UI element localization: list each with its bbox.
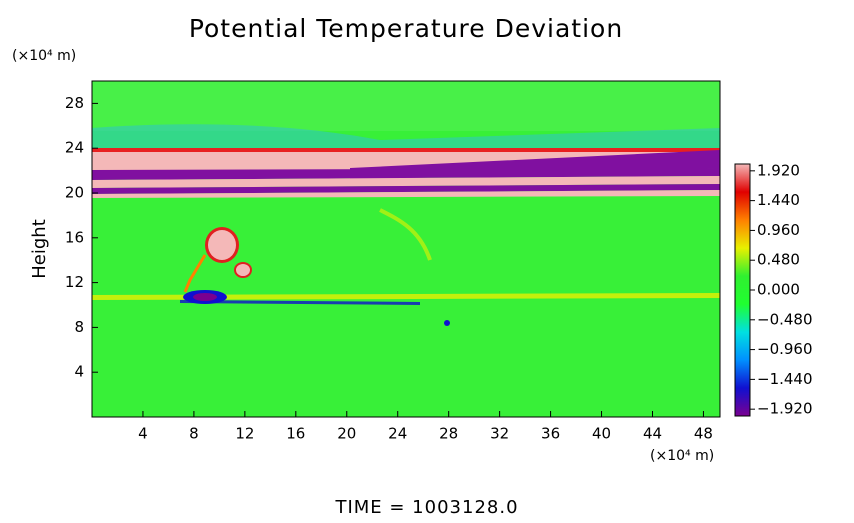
- y-tick-label: 8: [74, 318, 84, 336]
- y-tick-label: 12: [65, 273, 84, 291]
- colorbar-tick-label: −1.920: [757, 400, 813, 418]
- colorbar-tick-label: 0.000: [757, 281, 800, 299]
- x-tick-label: 28: [439, 425, 458, 443]
- x-tick-label: 44: [643, 425, 662, 443]
- colorbar-tick-label: −0.480: [757, 310, 813, 328]
- x-tick-label: 32: [490, 425, 509, 443]
- y-tick-label: 4: [74, 363, 84, 381]
- y-tick-label: 24: [65, 139, 84, 157]
- colorbar-tick-label: 0.480: [757, 251, 800, 269]
- x-tick-label: 20: [337, 425, 356, 443]
- field: [92, 81, 720, 417]
- x-unit: (×10⁴ m): [650, 448, 714, 464]
- colorbar-tick-label: −0.960: [757, 340, 813, 358]
- colorbar-tick-label: 1.920: [757, 161, 800, 179]
- y-tick-label: 28: [65, 94, 84, 112]
- plot-frame: [91, 80, 721, 418]
- colorbar-tick-label: 0.960: [757, 221, 800, 239]
- x-tick-label: 40: [592, 425, 611, 443]
- chart-title: Potential Temperature Deviation: [189, 14, 623, 43]
- x-tick-label: 12: [235, 425, 254, 443]
- y-unit: (×10⁴ m): [12, 48, 76, 64]
- x-tick-label: 36: [541, 425, 560, 443]
- x-tick-label: 16: [286, 425, 305, 443]
- colorbar-tick-label: 1.440: [757, 191, 800, 209]
- colorbar-tick-label: −1.440: [757, 370, 813, 388]
- colorbar: [734, 163, 751, 417]
- y-label: Height: [29, 219, 50, 279]
- footer: TIME = 1003128.0: [334, 497, 518, 518]
- x-tick-label: 4: [138, 425, 148, 443]
- x-tick-label: 24: [388, 425, 407, 443]
- y-tick-label: 20: [65, 184, 84, 202]
- x-tick-label: 8: [189, 425, 199, 443]
- x-tick-label: 48: [694, 425, 713, 443]
- y-tick-label: 16: [65, 228, 84, 246]
